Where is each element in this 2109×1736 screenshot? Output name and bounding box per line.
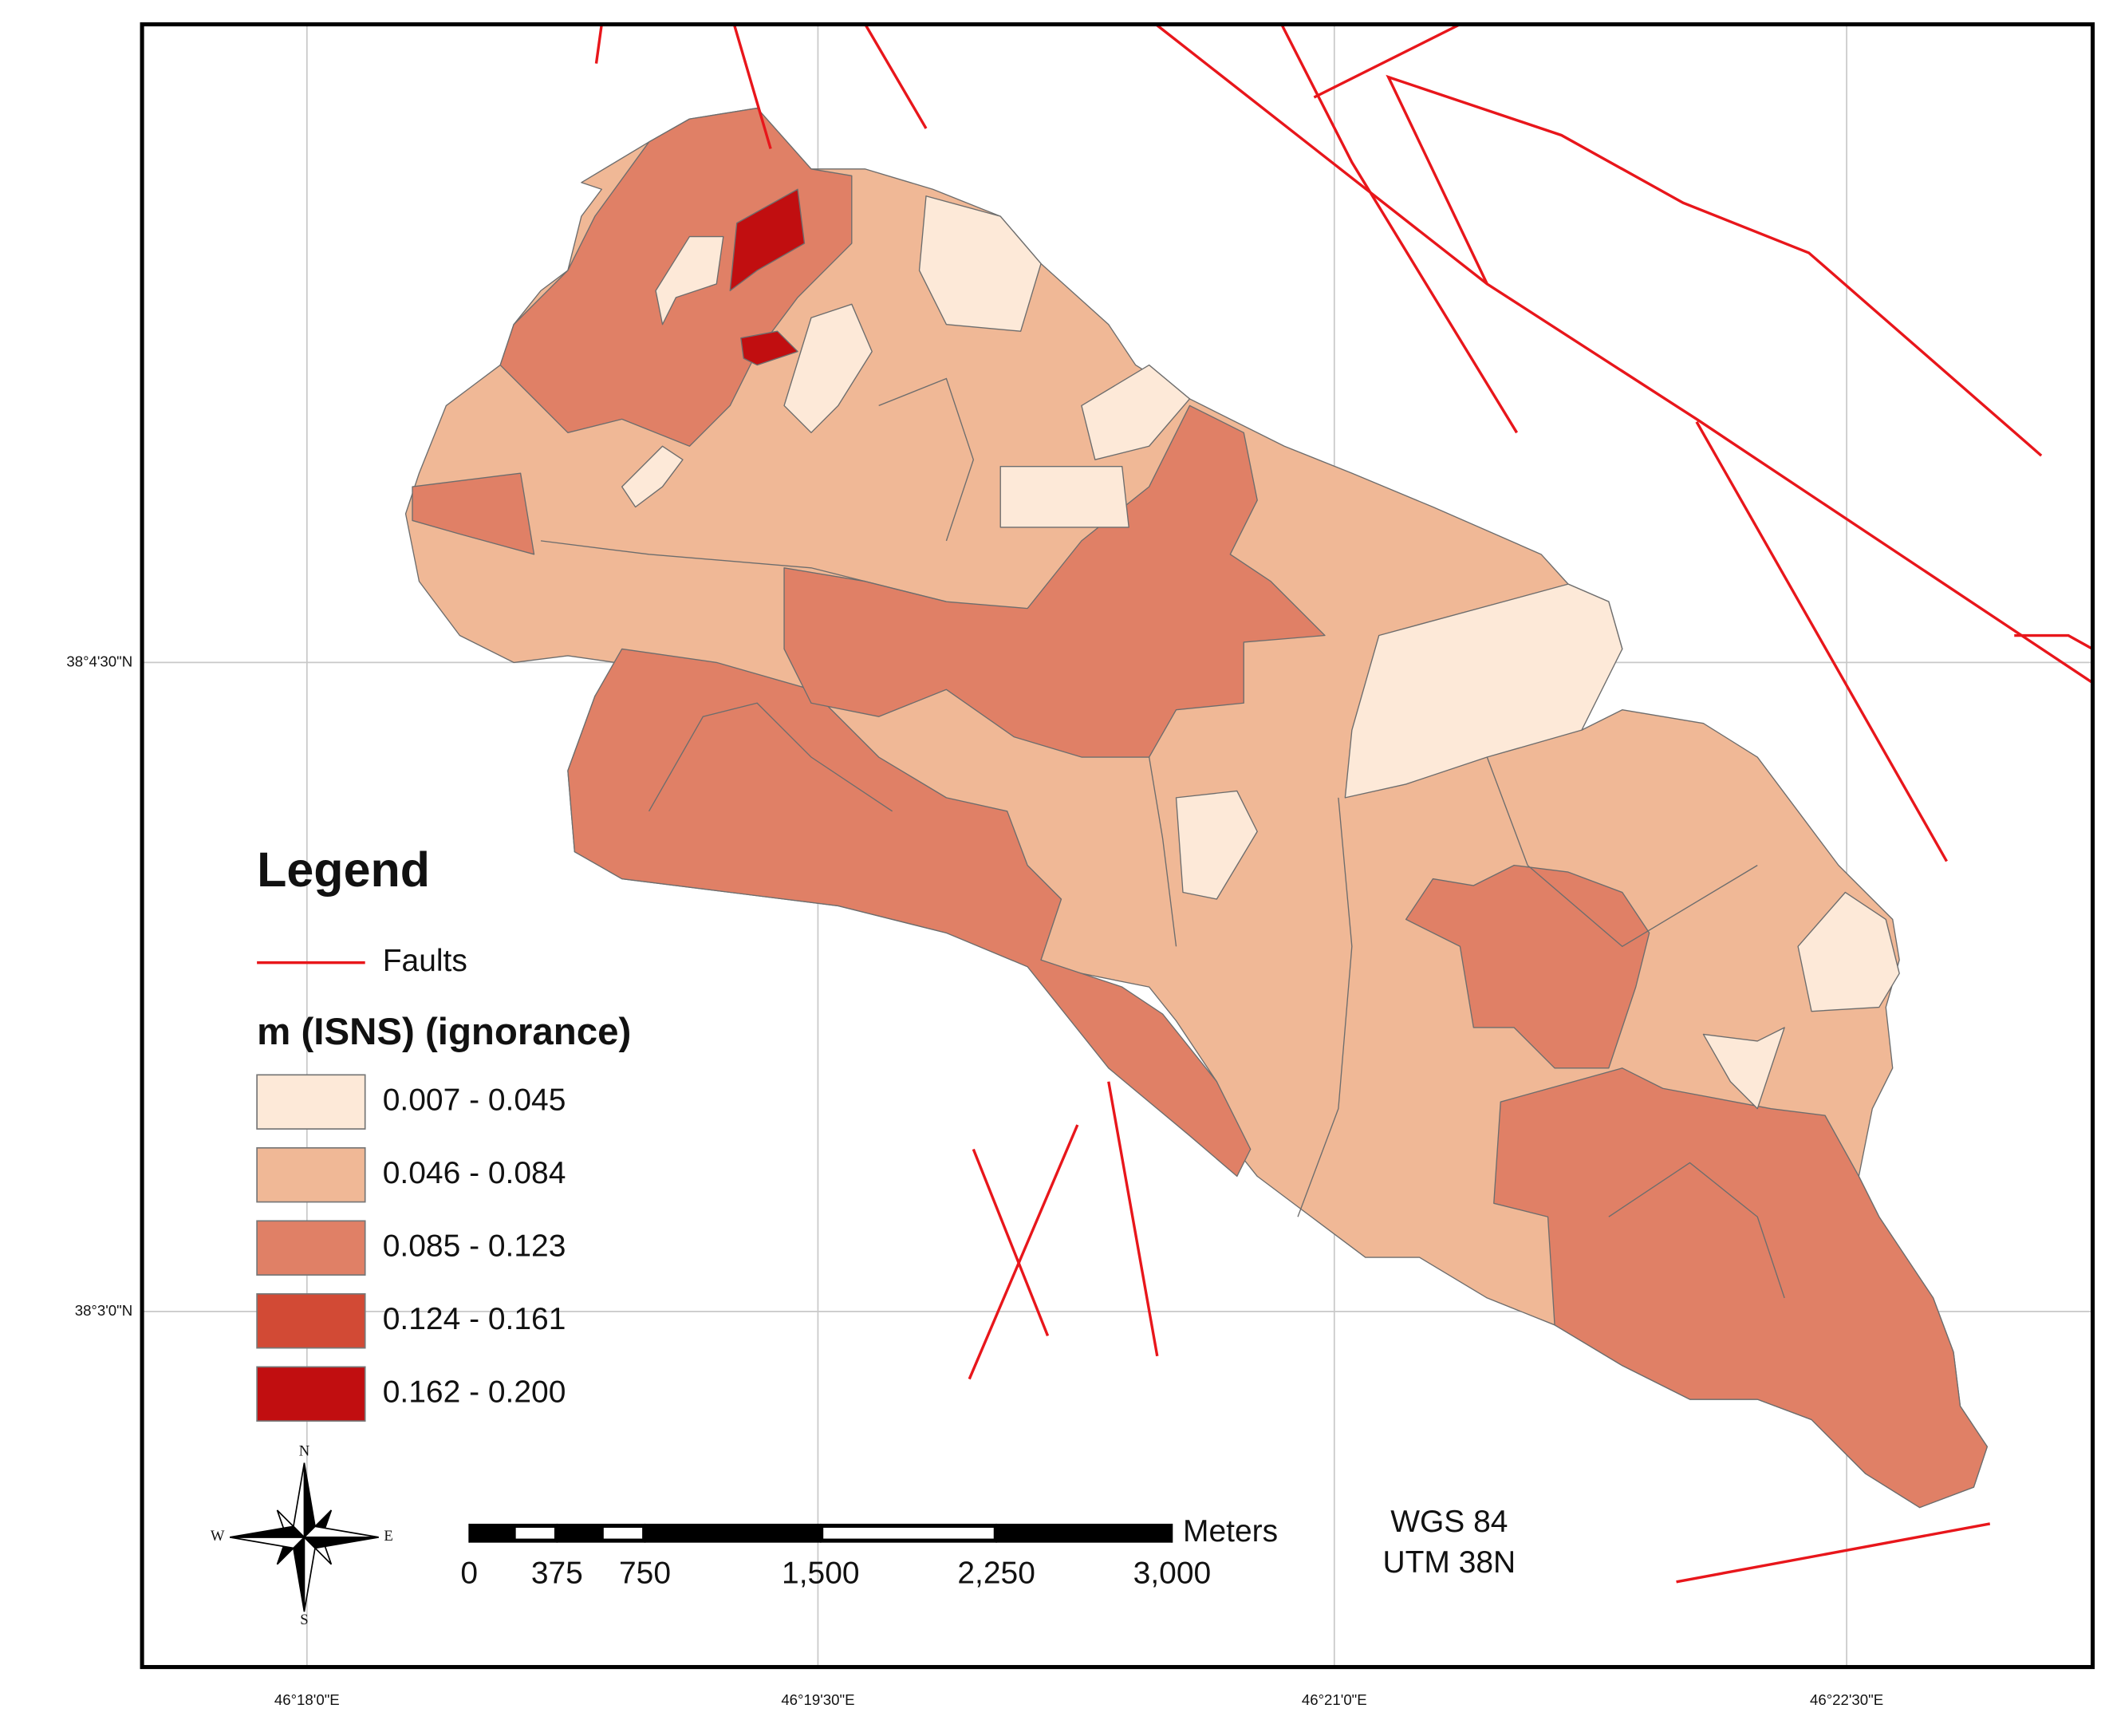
district xyxy=(783,404,1326,758)
longitude-label: 46°19'30"E xyxy=(781,1691,854,1708)
district xyxy=(1081,364,1191,460)
district xyxy=(1797,891,1900,1012)
boundary xyxy=(1608,1162,1785,1299)
latitude-label: 38°3'0"N xyxy=(75,1302,133,1319)
district xyxy=(729,188,806,292)
legend: Legend Faults m (ISNS) (ignorance) 0.007… xyxy=(256,842,631,1422)
latitude-label: 38°4'30"N xyxy=(66,653,132,669)
legend-label: 0.162 - 0.200 xyxy=(383,1375,566,1410)
compass-letter: S xyxy=(300,1612,308,1628)
district xyxy=(621,445,684,508)
projection: WGS 84 xyxy=(1390,1505,1508,1539)
district xyxy=(1493,1067,1989,1509)
scale-label: 0 xyxy=(460,1556,478,1591)
boundary xyxy=(648,702,893,812)
district xyxy=(567,648,1252,1178)
north-arrow: N S E W xyxy=(211,1442,393,1628)
legend-title: Legend xyxy=(257,842,430,897)
legend-swatch xyxy=(256,1366,366,1422)
fault xyxy=(1386,74,2043,457)
longitude-label: 46°22'30"E xyxy=(1810,1691,1883,1708)
scale-bar-segment xyxy=(515,1528,554,1539)
boundary xyxy=(878,377,975,542)
fault xyxy=(594,24,603,64)
scale-label: 750 xyxy=(619,1556,671,1591)
scale-label: 375 xyxy=(531,1556,583,1591)
district xyxy=(655,235,724,326)
legend-subtitle: m (ISNS) (ignorance) xyxy=(257,1011,631,1053)
district xyxy=(918,195,1042,332)
legend-swatch xyxy=(256,1292,366,1349)
legend-label: 0.046 - 0.084 xyxy=(383,1156,566,1190)
scale-bar-segment xyxy=(823,1528,994,1539)
projection: UTM 38N xyxy=(1382,1545,1516,1580)
legend-label: 0.124 - 0.161 xyxy=(383,1302,566,1336)
district xyxy=(1405,864,1650,1069)
legend-label: 0.085 - 0.123 xyxy=(383,1229,566,1264)
scale-label: 1,500 xyxy=(782,1556,860,1591)
fault xyxy=(2014,633,2094,650)
district xyxy=(783,303,873,433)
compass-letter: E xyxy=(384,1528,392,1545)
map-frame xyxy=(140,22,2095,1670)
legend-label: 0.007 - 0.045 xyxy=(383,1083,566,1117)
compass-point xyxy=(302,1537,379,1549)
fault xyxy=(968,1124,1079,1380)
fault xyxy=(864,23,928,129)
fault xyxy=(1313,22,1461,99)
fault xyxy=(1107,1081,1159,1357)
boundary xyxy=(540,540,947,602)
scale-unit: Meters xyxy=(1183,1514,1278,1549)
legend-swatch xyxy=(256,1146,366,1203)
district xyxy=(1175,790,1258,900)
scale-bar: 0 375 750 1,500 2,250 3,000 xyxy=(460,1523,1212,1591)
boundary xyxy=(1148,756,1177,947)
fault xyxy=(972,1148,1050,1336)
district xyxy=(1344,583,1623,799)
legend-label: Faults xyxy=(383,944,467,978)
district xyxy=(999,465,1129,528)
district xyxy=(412,472,535,555)
legend-swatch xyxy=(256,1074,366,1130)
fault xyxy=(1155,23,2094,685)
faults xyxy=(594,22,2094,1584)
longitude-label: 46°21'0"E xyxy=(1302,1691,1367,1708)
fault xyxy=(1695,420,1948,862)
scale-bar-segment xyxy=(603,1528,643,1539)
district xyxy=(1702,1027,1785,1110)
legend-swatch xyxy=(256,1220,366,1276)
longitude-label: 46°18'0"E xyxy=(274,1691,340,1708)
compass-letter: W xyxy=(211,1528,225,1545)
compass-point xyxy=(230,1525,306,1538)
district xyxy=(740,330,798,366)
districts xyxy=(404,107,1989,1509)
scale-label: 2,250 xyxy=(957,1556,1035,1591)
scale-label: 3,000 xyxy=(1133,1556,1212,1591)
compass-letter: N xyxy=(299,1442,310,1459)
fault xyxy=(1280,23,1519,434)
fault xyxy=(1676,1522,1991,1584)
boundary xyxy=(1486,756,1758,948)
boundary xyxy=(1297,797,1353,1217)
fault xyxy=(732,24,772,149)
